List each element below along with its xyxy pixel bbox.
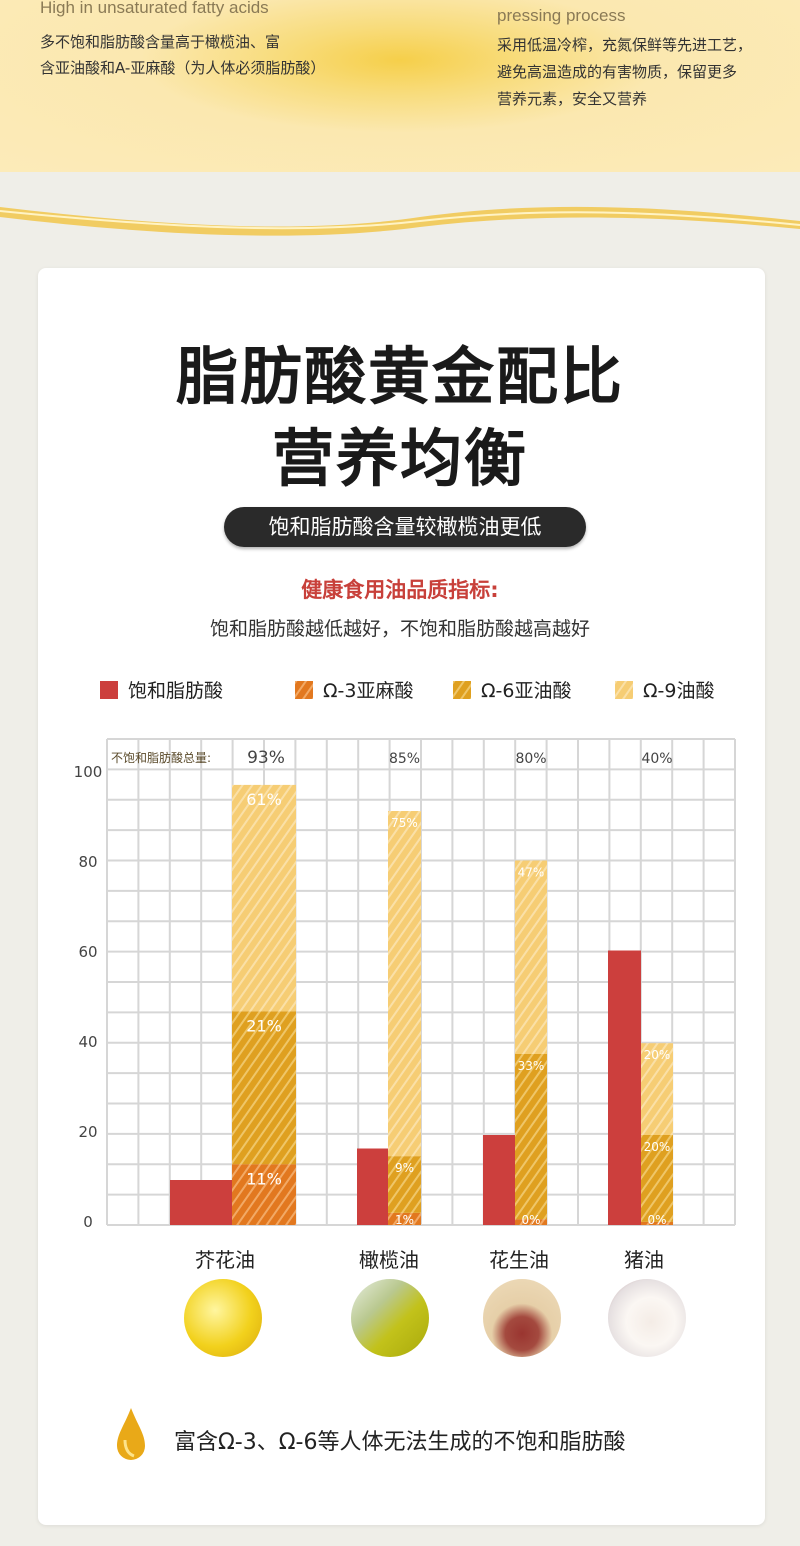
total-unsaturated-label: 不饱和脂肪酸总量: bbox=[111, 750, 211, 765]
bar-saturated bbox=[357, 1148, 388, 1225]
highlight-pill: 饱和脂肪酸含量较橄榄油更低 bbox=[224, 507, 586, 547]
segment-value-label: 33% bbox=[518, 1059, 545, 1073]
category-label-lard: 猪油 bbox=[624, 1248, 664, 1272]
legend-omega3: Ω-3亚麻酸 bbox=[295, 676, 413, 703]
canola-image bbox=[184, 1279, 262, 1357]
category-label-canola: 芥花油 bbox=[195, 1248, 255, 1272]
quality-indicator-text: 饱和脂肪酸越低越好，不饱和脂肪酸越高越好 bbox=[209, 618, 590, 640]
segment-value-label: 47% bbox=[518, 866, 545, 880]
legend-swatch-omega3 bbox=[295, 680, 313, 699]
bar-saturated bbox=[170, 1180, 232, 1225]
bar-segment-omega3 bbox=[641, 1221, 673, 1225]
bar-segment-omega9 bbox=[515, 860, 547, 1054]
total-unsaturated-value: 85% bbox=[389, 751, 420, 767]
segment-value-label: 75% bbox=[391, 816, 418, 830]
page-title-line-1: 脂肪酸黄金配比 bbox=[175, 340, 624, 413]
bar-segment-omega6 bbox=[232, 1011, 296, 1165]
bar-segment-omega3 bbox=[388, 1212, 421, 1225]
right-text-line-1: 采用低温冷榨，充氮保鲜等先进工艺， bbox=[497, 36, 753, 54]
total-unsaturated-value: 80% bbox=[515, 751, 546, 767]
bar-segment-omega6 bbox=[641, 1135, 673, 1222]
page-title-line-2: 营养均衡 bbox=[271, 422, 528, 495]
right-text-line-2: 避免高温造成的有害物质，保留更多 bbox=[497, 63, 738, 81]
bar-saturated bbox=[483, 1135, 515, 1225]
segment-value-label: 20% bbox=[644, 1048, 671, 1062]
total-unsaturated-value: 93% bbox=[247, 748, 285, 768]
footnote-text: 富含Ω-3、Ω-6等人体无法生成的不饱和脂肪酸 bbox=[174, 1430, 626, 1455]
bar-segment-omega9 bbox=[641, 1043, 673, 1135]
bar-segment-omega6 bbox=[388, 1156, 421, 1213]
chart-legend: 饱和脂肪酸 Ω-3亚麻酸 Ω-6亚油酸 Ω-9油酸 bbox=[100, 676, 740, 704]
legend-omega9: Ω-9油酸 bbox=[615, 676, 714, 703]
legend-swatch-saturated bbox=[100, 680, 118, 699]
bar-segment-omega3 bbox=[515, 1219, 547, 1225]
legend-label: Ω-6亚油酸 bbox=[481, 680, 572, 702]
y-tick-label: 60 bbox=[78, 943, 97, 961]
category-label-peanut: 花生油 bbox=[489, 1248, 549, 1272]
bar-saturated bbox=[608, 950, 641, 1225]
y-tick-label: 20 bbox=[78, 1123, 97, 1141]
peanut-image bbox=[483, 1279, 561, 1357]
segment-value-label: 1% bbox=[395, 1213, 414, 1227]
category-label-olive: 橄榄油 bbox=[359, 1248, 419, 1272]
left-text-line-2: 含亚油酸和A-亚麻酸（为人体必须脂肪酸） bbox=[40, 59, 326, 77]
oil-drop-icon bbox=[117, 1408, 145, 1460]
legend-swatch-omega6 bbox=[453, 680, 471, 699]
legend-label: Ω-3亚麻酸 bbox=[323, 680, 414, 702]
y-tick-label: 40 bbox=[78, 1033, 97, 1051]
legend-swatch-omega9 bbox=[615, 680, 633, 699]
legend-label: Ω-9油酸 bbox=[643, 680, 715, 702]
segment-value-label: 61% bbox=[246, 790, 282, 809]
bar-segment-omega3 bbox=[232, 1164, 296, 1225]
oil-wave-decoration bbox=[0, 206, 800, 236]
segment-value-label: 0% bbox=[647, 1213, 666, 1227]
legend-label: 饱和脂肪酸 bbox=[128, 680, 224, 702]
fatty-acid-chart: 0 20 40 60 80 100 不饱和脂肪酸总量: 11% 21% 61% 93% 1% 9% 75%… bbox=[74, 738, 736, 1231]
lard-image bbox=[608, 1279, 686, 1357]
total-unsaturated-value: 40% bbox=[641, 751, 672, 767]
left-english-heading: High in unsaturated fatty acids bbox=[40, 0, 269, 17]
segment-value-label: 0% bbox=[521, 1213, 540, 1227]
y-tick-label: 100 bbox=[74, 763, 103, 781]
right-english-heading: pressing process bbox=[497, 6, 626, 25]
quality-indicator-heading: 健康食用油品质指标: bbox=[301, 578, 499, 602]
top-banner: High in unsaturated fatty acids 多不饱和脂肪酸含… bbox=[0, 0, 800, 172]
segment-value-label: 9% bbox=[395, 1161, 414, 1175]
right-text-line-3: 营养元素，安全又营养 bbox=[497, 90, 648, 108]
bar-segment-omega9 bbox=[388, 811, 421, 1157]
bar-segment-omega6 bbox=[515, 1054, 547, 1220]
bar-segment-omega9 bbox=[232, 784, 296, 1012]
y-tick-label: 80 bbox=[78, 853, 97, 871]
olive-image bbox=[351, 1279, 429, 1357]
y-tick-label: 0 bbox=[83, 1213, 93, 1231]
legend-omega6: Ω-6亚油酸 bbox=[453, 676, 571, 703]
segment-value-label: 20% bbox=[644, 1140, 671, 1154]
segment-value-label: 21% bbox=[246, 1016, 282, 1035]
left-text-line-1: 多不饱和脂肪酸含量高于橄榄油、富 bbox=[40, 33, 281, 51]
segment-value-label: 11% bbox=[246, 1169, 282, 1188]
legend-saturated: 饱和脂肪酸 bbox=[100, 676, 223, 703]
